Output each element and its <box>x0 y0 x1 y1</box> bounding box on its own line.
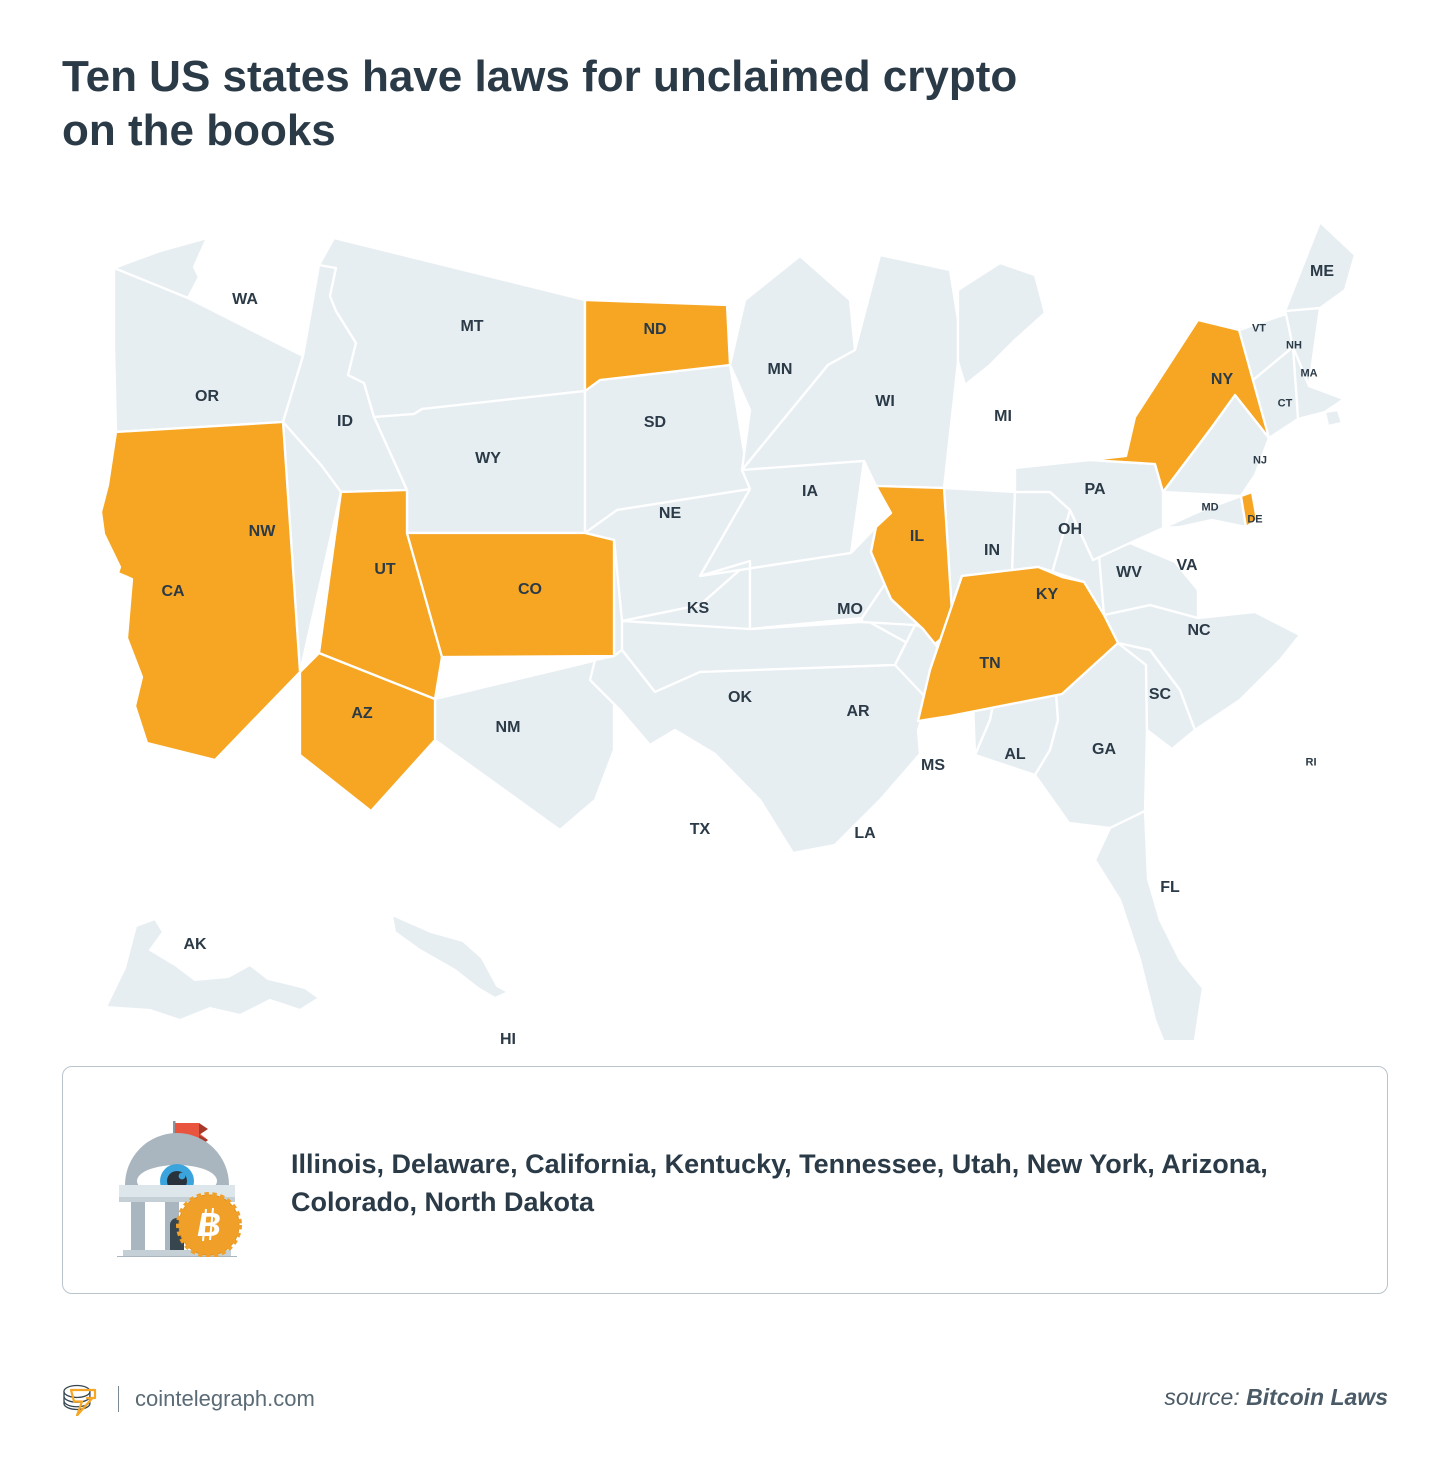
svg-text:B: B <box>197 1206 221 1243</box>
